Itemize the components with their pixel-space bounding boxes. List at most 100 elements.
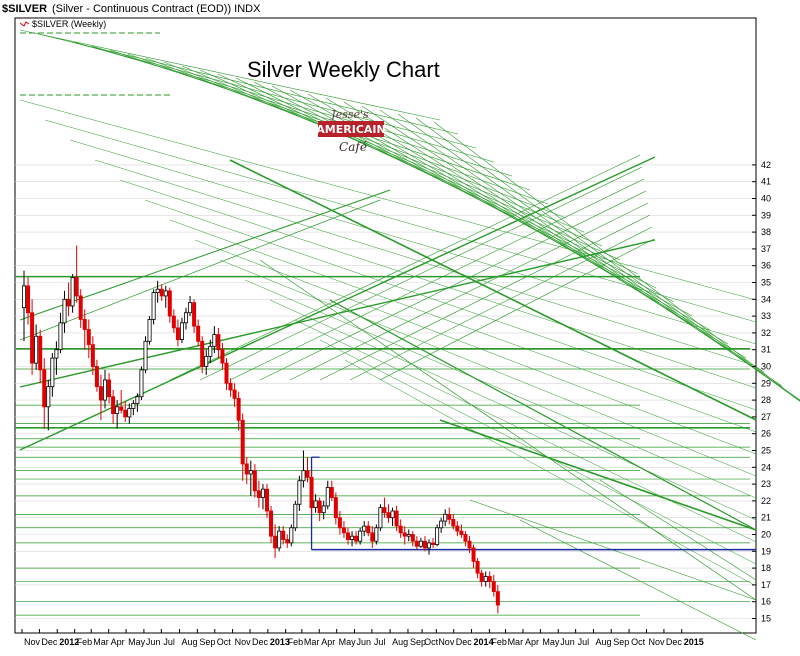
x-tick-label: Dec [41, 637, 58, 647]
candle-body [459, 530, 464, 535]
y-tick-label: 24 [761, 462, 771, 472]
y-tick-label: 15 [761, 614, 771, 624]
candle-body [70, 277, 75, 307]
candle-body [329, 487, 334, 498]
candle-body [366, 525, 371, 534]
candle-body [151, 292, 156, 320]
candle-body [248, 470, 253, 475]
x-tick-label: Feb [491, 637, 507, 647]
candle-body [293, 503, 298, 529]
candles [21, 245, 500, 614]
candle-body [155, 288, 160, 293]
candle-body [378, 507, 383, 529]
candle-body [143, 340, 148, 371]
trendline [439, 419, 757, 531]
candle-body [406, 534, 411, 537]
candle-body [463, 534, 468, 542]
candle-body [224, 362, 229, 384]
candle-body [50, 357, 55, 388]
x-tick-label: Dec [456, 637, 473, 647]
legend-label: $SILVER (Weekly) [32, 19, 106, 29]
candle-body [471, 547, 476, 562]
trendline [244, 279, 757, 499]
candle-body [273, 535, 278, 549]
trendline [269, 299, 757, 521]
y-tick-label: 23 [761, 479, 771, 489]
candle-body [260, 488, 265, 498]
candle-body [398, 525, 403, 534]
trendline [259, 259, 757, 601]
x-tick-label: Oct [424, 637, 439, 647]
trendline [94, 159, 757, 367]
candle-body [333, 497, 338, 519]
candle-body [200, 340, 205, 367]
candle-body [483, 576, 488, 582]
candle-body [301, 470, 306, 482]
trendline [415, 117, 800, 402]
candle-body [252, 470, 257, 492]
candle-body [402, 532, 407, 537]
candle-body [34, 335, 39, 364]
trendline [319, 214, 651, 381]
candle-body [467, 540, 472, 549]
x-tick-label: May [128, 637, 146, 647]
candle-body [358, 530, 363, 542]
x-tick-label: Aug [595, 637, 611, 647]
candle-body [82, 319, 87, 330]
candle-body [410, 534, 415, 542]
candle-body [94, 366, 99, 388]
x-tick-label: Jul [163, 637, 175, 647]
candle-body [208, 345, 213, 357]
y-tick-label: 41 [761, 177, 771, 187]
candle-body [487, 576, 492, 582]
candle-body [370, 532, 375, 542]
x-tick-label: Feb [77, 637, 93, 647]
candle-body [422, 540, 427, 549]
candle-body [447, 513, 452, 520]
symbol-label: $SILVER [2, 3, 48, 15]
x-tick-label: May [339, 637, 357, 647]
candle-body [240, 419, 245, 465]
candle-body [317, 500, 322, 514]
candle-body [46, 386, 51, 408]
candle-body [374, 527, 379, 542]
x-tick-label: 2013 [270, 637, 290, 647]
candle-body [188, 302, 193, 314]
trendline [19, 99, 757, 301]
trendline [294, 319, 757, 543]
candle-body [163, 290, 168, 297]
candle-body [183, 312, 188, 324]
x-tick-label: Nov [235, 637, 252, 647]
y-tick-label: 36 [761, 261, 771, 271]
trendline [44, 119, 757, 323]
candle-body [439, 520, 444, 529]
candle-body [269, 510, 274, 537]
candle-body [354, 535, 359, 542]
x-tick-label: Mar [93, 637, 109, 647]
x-tick-label: 2015 [684, 637, 704, 647]
x-tick-label: Sep [613, 637, 629, 647]
candle-body [175, 327, 180, 341]
y-tick-label: 33 [761, 311, 771, 321]
candle-body [21, 285, 26, 309]
candle-body [103, 379, 108, 401]
x-tick-label: 2012 [59, 637, 79, 647]
candle-body [418, 540, 423, 547]
x-tick-label: Apr [111, 637, 125, 647]
candle-body [337, 517, 342, 529]
trendline [397, 113, 800, 402]
candle-body [394, 510, 399, 527]
candle-body [479, 572, 484, 582]
chart-header: $SILVER (Silver - Continuous Contract (E… [0, 0, 800, 18]
logo-line1: Jesse's [329, 108, 369, 121]
x-tick-label: Nov [24, 637, 41, 647]
candle-body [362, 525, 367, 532]
trendline [433, 121, 800, 402]
trendline [194, 239, 757, 455]
candle-body [30, 312, 35, 364]
candle-body [90, 344, 95, 367]
y-tick-label: 29 [761, 378, 771, 388]
x-tick-label: 2014 [474, 637, 494, 647]
x-tick-label: Nov [649, 637, 666, 647]
